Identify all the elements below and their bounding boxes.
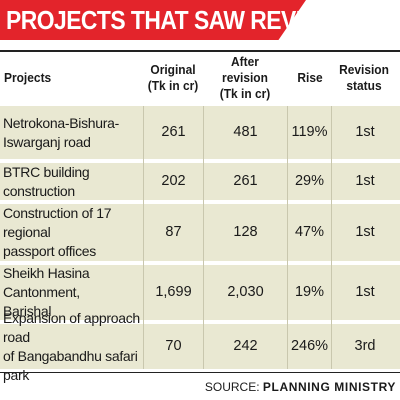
column-divider [143, 106, 144, 369]
table-row-4-project: Sheikh Hasina Cantonment, Barishal [0, 265, 143, 320]
table-row-3-project: Construction of 17 regional passport off… [0, 204, 143, 261]
source-credit: SOURCE: PLANNING MINISTRY [205, 380, 396, 394]
header-after-revision-line1: After revision [222, 54, 268, 85]
header-rise: Rise [292, 53, 329, 103]
header-status-line2: status [346, 78, 382, 93]
table-row-1-status: 1st [355, 124, 375, 140]
table-row-3-after-revision: 128 [233, 224, 258, 240]
table-row-1-original: 261 [161, 124, 186, 140]
table-header: Projects Original (Tk in cr) After revis… [0, 53, 400, 103]
table-row-1-project: Netrokona-Bishura- Iswarganj road [0, 106, 143, 159]
row-band-2 [0, 163, 400, 200]
table-row-2-after-revision: 261 [233, 173, 258, 189]
row-band-3 [0, 204, 400, 261]
row-band-5 [0, 324, 400, 369]
column-divider [287, 106, 288, 369]
table-row-5-rise: 246% [290, 338, 329, 354]
header-status-line1: Revision [339, 62, 389, 77]
source-value: PLANNING MINISTRY [262, 380, 396, 394]
project-line: of Bangabandhu safari park [3, 347, 138, 383]
table-row-3-original: 87 [165, 224, 182, 240]
header-original-line2: (Tk in cr) [147, 78, 199, 93]
source-label: SOURCE: [204, 380, 260, 394]
table-row-2-status: 1st [355, 173, 375, 189]
table-row-1-rise: 119% [291, 124, 328, 140]
header-original: Original (Tk in cr) [147, 53, 199, 103]
table-row-4-rise: 19% [294, 284, 325, 300]
page-title: PROJECTS THAT SAW REVISION [6, 5, 356, 35]
column-divider [203, 106, 204, 369]
project-line: Sheikh Hasina Cantonment, [3, 265, 90, 300]
header-after-revision-line2: (Tk in cr) [219, 86, 271, 101]
table-bottom-rule [0, 372, 400, 373]
title-banner [0, 0, 306, 40]
table-row-4-status: 1st [355, 284, 375, 300]
header-revision-status: Revision status [335, 53, 392, 103]
project-line: passport offices [3, 243, 96, 259]
project-line: Expansion of approach road [3, 309, 140, 345]
header-projects-label: Projects [4, 70, 52, 85]
column-divider [331, 106, 332, 369]
header-after-revision: After revision (Tk in cr) [208, 53, 282, 103]
table-row-5-after-revision: 242 [233, 338, 258, 354]
header-original-line1: Original [150, 62, 196, 77]
project-line: Netrokona-Bishura- [3, 114, 119, 131]
table-row-5-status: 3rd [354, 338, 376, 354]
project-line: Barishal [3, 303, 52, 319]
table-row-4-original: 1,699 [155, 284, 192, 300]
table-row-5-project: Expansion of approach road of Bangabandh… [0, 310, 143, 383]
table-row-4-after-revision: 2,030 [227, 284, 264, 300]
table-row-2-original: 202 [161, 173, 186, 189]
project-line: Iswarganj road [3, 133, 91, 150]
project-line: Construction of 17 regional [3, 205, 112, 240]
table-row-3-rise: 47% [294, 224, 325, 240]
header-projects: Projects [4, 53, 124, 103]
table-row-2-project: BTRC building construction [0, 163, 143, 200]
table-row-1-after-revision: 481 [233, 124, 258, 140]
header-rise-label: Rise [297, 70, 323, 85]
row-band-1 [0, 106, 400, 159]
table-row-3-status: 1st [355, 224, 375, 240]
table-row-2-rise: 29% [294, 173, 325, 189]
header-top-rule [0, 50, 400, 52]
row-band-4 [0, 265, 400, 320]
project-line: BTRC building construction [3, 163, 90, 199]
table-row-5-original: 70 [165, 338, 182, 354]
